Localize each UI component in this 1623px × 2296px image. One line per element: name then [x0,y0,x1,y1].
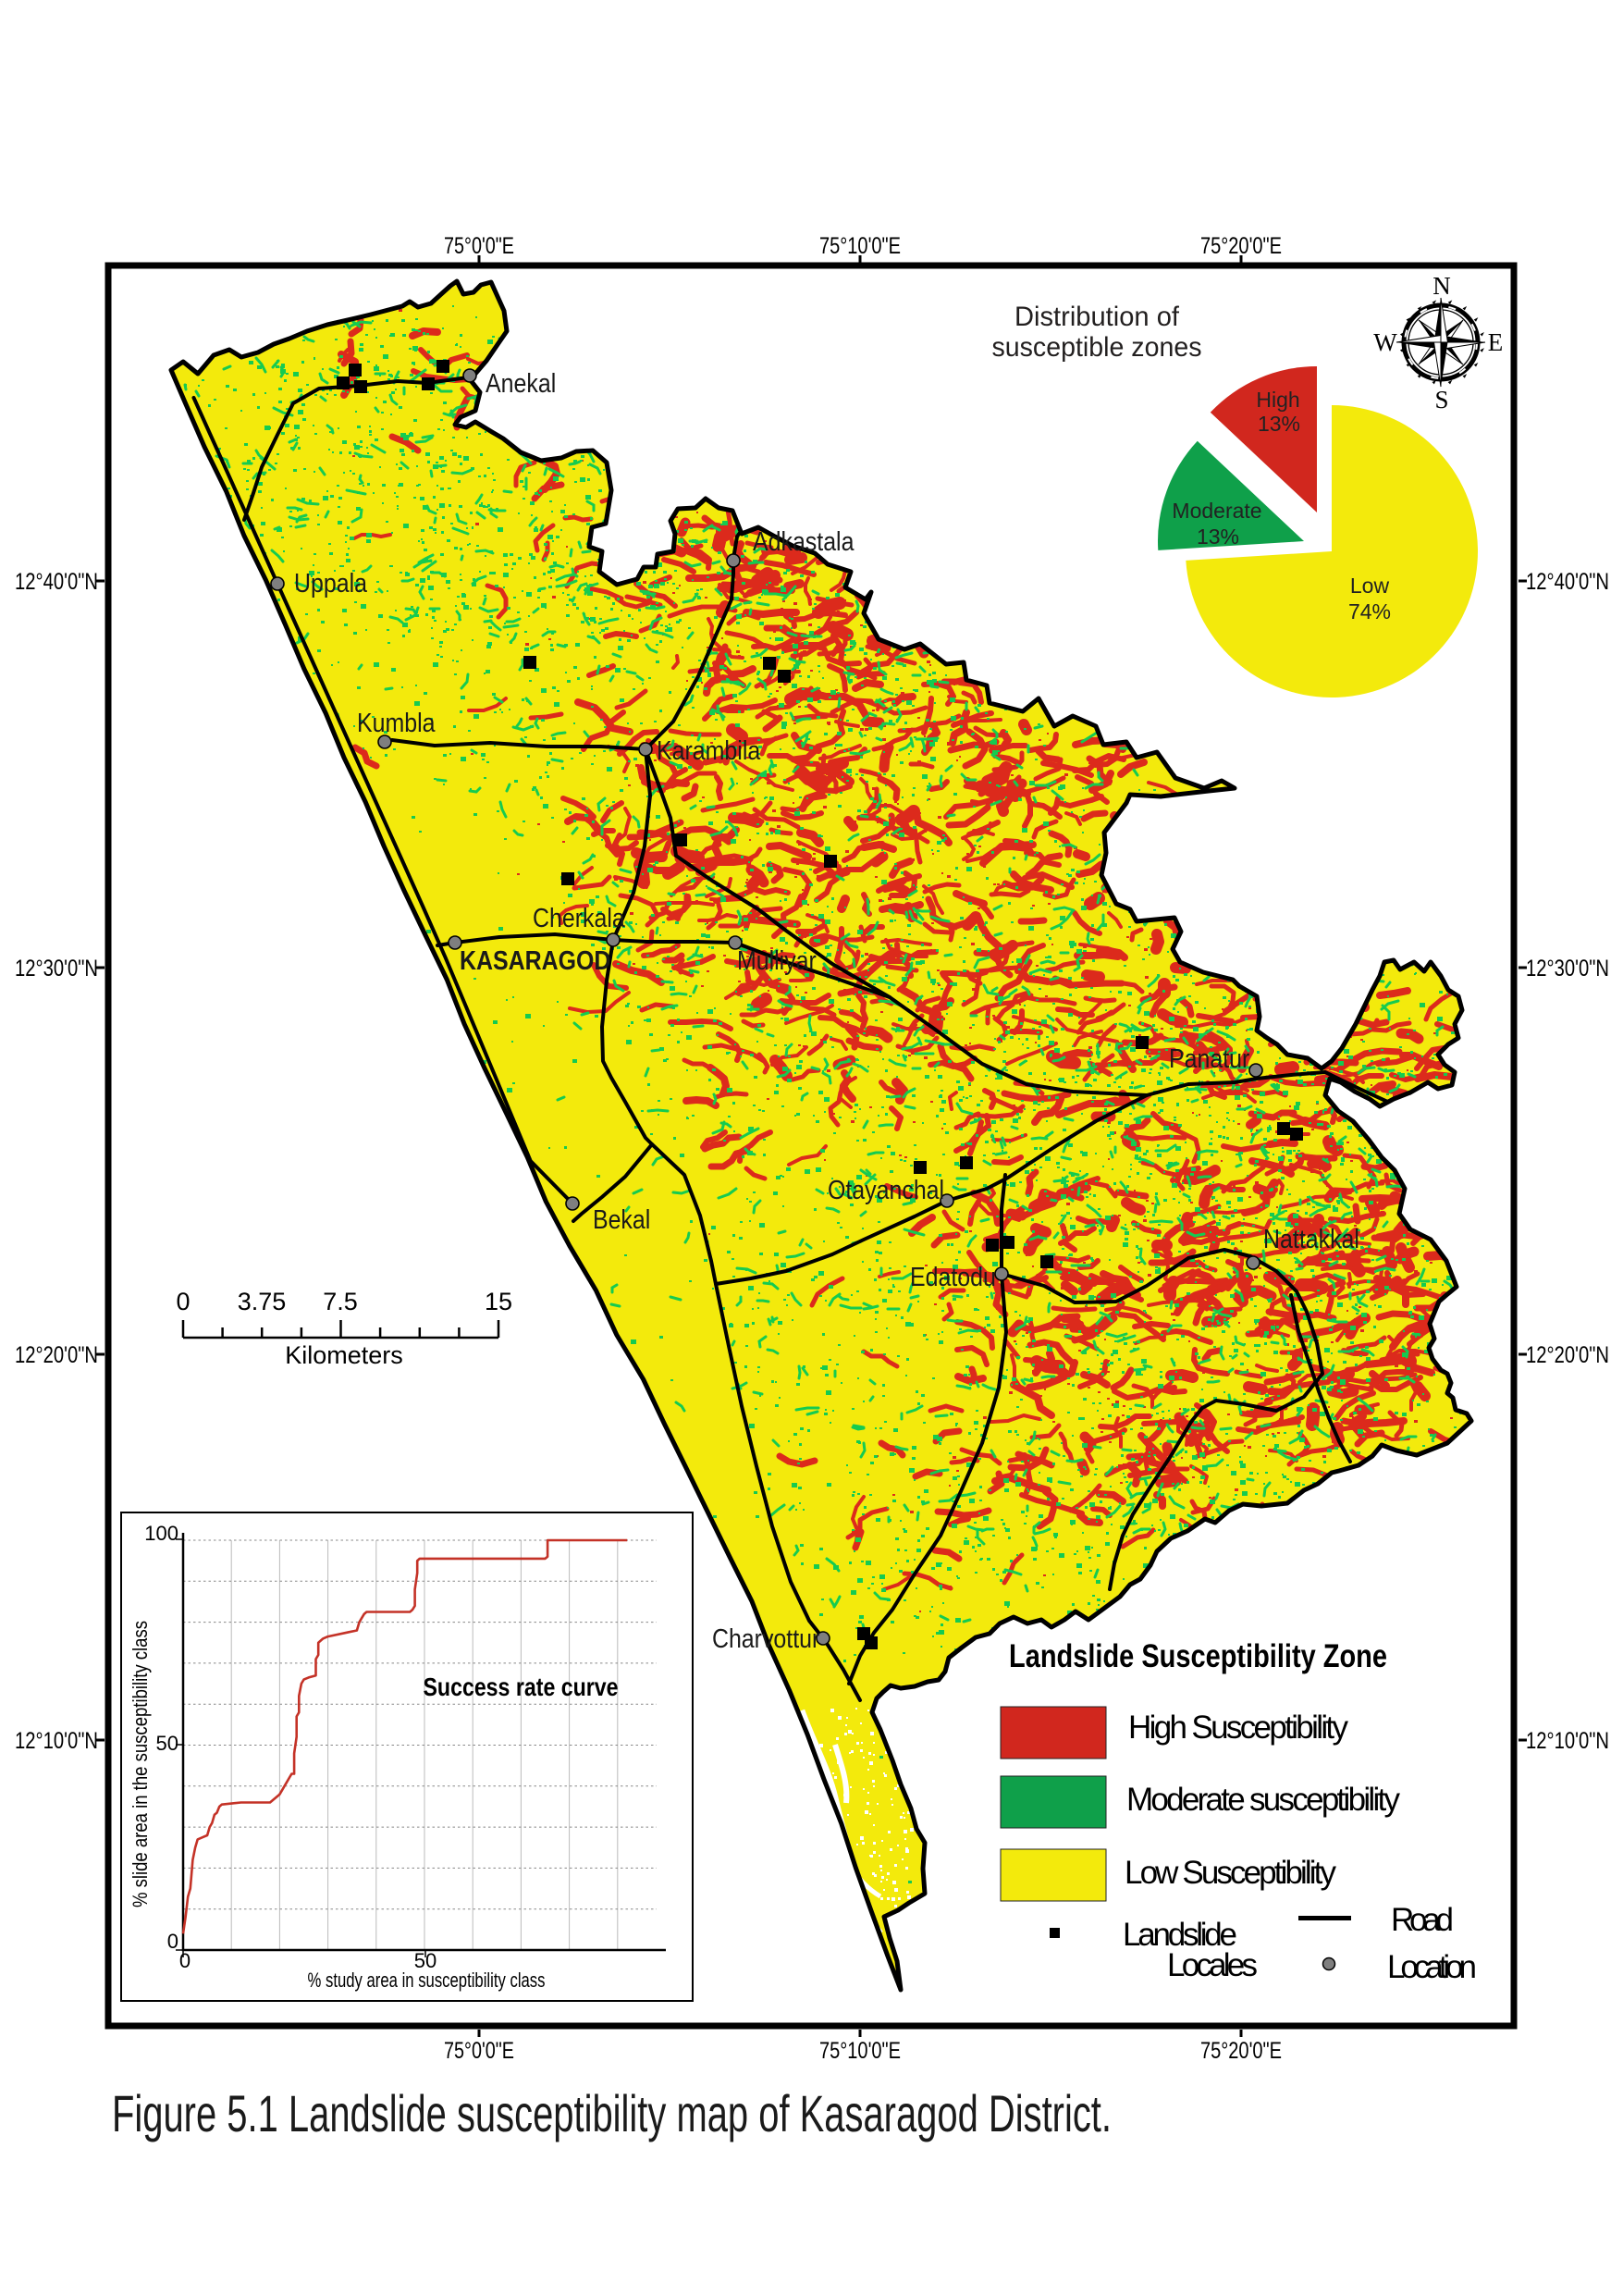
svg-text:S: S [1434,386,1448,414]
svg-text:Cherkala: Cherkala [533,903,626,932]
svg-text:Adkastala: Adkastala [753,526,855,556]
svg-text:Uppala: Uppala [294,568,368,598]
svg-text:High Susceptibility: High Susceptibility [1128,1710,1349,1746]
svg-text:12°20'0"N: 12°20'0"N [1526,1342,1609,1368]
svg-text:susceptible zones: susceptible zones [992,332,1202,363]
svg-text:Low: Low [1350,574,1390,598]
svg-text:75°0'0"E: 75°0'0"E [444,233,514,259]
svg-text:12°30'0"N: 12°30'0"N [1526,956,1609,981]
svg-text:12°30'0"N: 12°30'0"N [15,956,98,981]
svg-text:50: 50 [156,1732,178,1755]
svg-text:Charvottur: Charvottur [712,1623,819,1653]
svg-text:12°40'0"N: 12°40'0"N [15,569,98,595]
svg-text:Anekal: Anekal [486,368,556,398]
svg-text:0: 0 [167,1930,178,1953]
svg-text:Moderate susceptibility: Moderate susceptibility [1126,1782,1401,1818]
svg-text:12°40'0"N: 12°40'0"N [1526,569,1609,595]
svg-text:Landslide Susceptibility Zone: Landslide Susceptibility Zone [1009,1638,1387,1674]
svg-text:75°0'0"E: 75°0'0"E [444,2038,514,2064]
svg-text:Success rate curve: Success rate curve [424,1673,619,1701]
svg-text:E: E [1488,328,1504,356]
svg-text:Kilometers: Kilometers [285,1341,403,1369]
svg-text:Bekal: Bekal [593,1204,650,1234]
svg-text:3.75: 3.75 [238,1288,287,1315]
svg-text:Low Susceptibility: Low Susceptibility [1125,1855,1337,1891]
svg-text:% slide area in the susceptibi: % slide area in the susceptibility class [129,1621,152,1907]
svg-text:75°10'0"E: 75°10'0"E [819,2038,901,2064]
svg-text:Figure 5.1 Landslide susceptib: Figure 5.1 Landslide susceptibility map … [112,2084,1112,2142]
svg-text:Panatur: Panatur [1169,1043,1249,1073]
svg-text:Kumbla: Kumbla [357,708,436,737]
svg-text:KASARAGOD: KASARAGOD [460,945,610,975]
svg-text:12°10'0"N: 12°10'0"N [15,1728,98,1754]
svg-text:75°20'0"E: 75°20'0"E [1200,233,1282,259]
svg-text:13%: 13% [1258,412,1300,436]
svg-text:Road: Road [1391,1902,1454,1938]
svg-text:Locales: Locales [1167,1947,1258,1983]
svg-text:W: W [1373,328,1397,356]
svg-text:Edatodu: Edatodu [910,1262,996,1291]
svg-text:Nattakkal: Nattakkal [1263,1224,1359,1253]
svg-text:N: N [1432,272,1451,300]
svg-text:% study area in susceptibility: % study area in susceptibility class [308,1969,546,1992]
svg-text:Location: Location [1387,1949,1477,1985]
svg-text:50: 50 [414,1949,436,1972]
svg-text:Landslide: Landslide [1123,1917,1237,1953]
svg-text:Mulliyar: Mulliyar [737,945,817,975]
svg-text:15: 15 [485,1288,512,1315]
svg-text:75°10'0"E: 75°10'0"E [819,233,901,259]
svg-text:Otayanchal: Otayanchal [828,1175,944,1204]
svg-text:Distribution of: Distribution of [1014,302,1180,332]
svg-text:Karambila: Karambila [657,735,761,765]
svg-text:7.5: 7.5 [323,1288,358,1315]
svg-text:12°20'0"N: 12°20'0"N [15,1342,98,1368]
svg-text:Moderate: Moderate [1172,499,1261,523]
svg-text:100: 100 [144,1522,178,1545]
svg-text:12°10'0"N: 12°10'0"N [1526,1728,1609,1754]
svg-text:75°20'0"E: 75°20'0"E [1200,2038,1282,2064]
svg-text:74%: 74% [1348,599,1391,623]
svg-text:13%: 13% [1197,525,1239,549]
svg-text:High: High [1256,388,1299,412]
svg-text:0: 0 [179,1949,191,1972]
svg-text:0: 0 [176,1288,190,1315]
